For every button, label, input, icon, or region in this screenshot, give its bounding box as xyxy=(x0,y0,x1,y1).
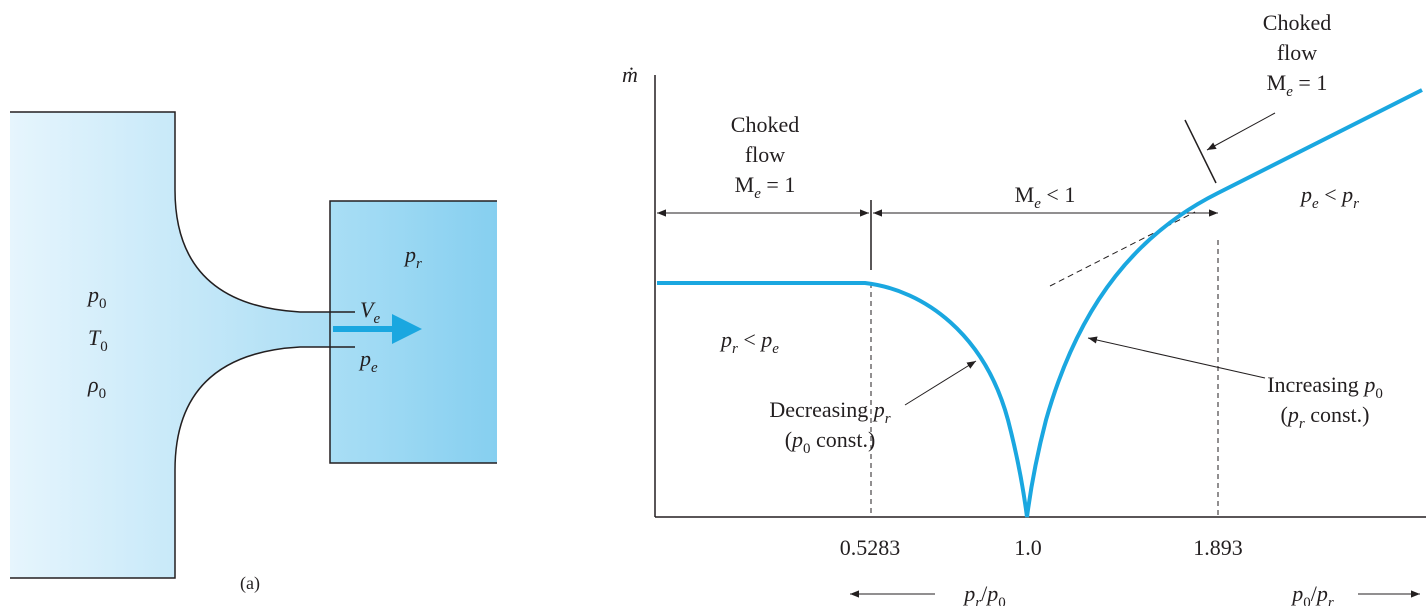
label-part: M xyxy=(735,172,755,197)
label-part: p xyxy=(759,327,772,352)
label-part: flow xyxy=(1277,40,1317,65)
label-part: p xyxy=(1299,182,1312,207)
label-part: < xyxy=(738,327,761,352)
label-part: = 1 xyxy=(1293,70,1327,95)
label-part: Choked xyxy=(731,112,799,137)
x-tick-label: 0.5283 xyxy=(840,535,901,560)
label-part: p xyxy=(719,327,732,352)
label-part: ρ xyxy=(87,372,99,397)
annotation: Me = 1 xyxy=(735,172,796,202)
choke-marker xyxy=(1185,120,1216,183)
reservoir-shape xyxy=(10,112,355,578)
label-part: 0 xyxy=(998,595,1006,606)
label-part: ( xyxy=(785,427,792,452)
label-part: Increasing xyxy=(1267,372,1364,397)
label-part: p xyxy=(985,581,998,606)
annotation: flow xyxy=(1277,40,1317,65)
label-part: e xyxy=(371,360,378,376)
label-part: p xyxy=(86,282,99,307)
label-part: p xyxy=(962,581,975,606)
label-part: p xyxy=(403,242,416,267)
label-part: Choked xyxy=(1263,10,1331,35)
label-part: 0 xyxy=(100,339,108,355)
label-part: const.) xyxy=(1305,402,1370,427)
pointer-arrow xyxy=(1088,338,1265,378)
label-part: < xyxy=(1319,182,1342,207)
label-part: 0 xyxy=(99,386,107,402)
annotation: Me < 1 xyxy=(1015,182,1076,212)
label-part: M xyxy=(1267,70,1287,95)
annotation: Decreasing pr xyxy=(769,397,890,427)
label-part: p xyxy=(358,346,371,371)
label-part: p xyxy=(1362,372,1375,397)
label-part: e xyxy=(772,341,779,357)
tangent-line xyxy=(1050,212,1195,286)
label-part: flow xyxy=(745,142,785,167)
annotation: (pr const.) xyxy=(1281,402,1370,432)
pointer-arrow xyxy=(905,361,976,405)
label-part: ( xyxy=(1281,402,1288,427)
label-part: e xyxy=(373,311,380,327)
figure: (a) ṁ p0T0ρ0prVepe0.52831.01.893Chokedfl… xyxy=(0,0,1426,606)
x-tick-label: 1.0 xyxy=(1014,535,1042,560)
label-part: p xyxy=(872,397,885,422)
x-tick-label: 1.893 xyxy=(1193,535,1243,560)
label-part: r xyxy=(1328,595,1334,606)
label-part: M xyxy=(1015,182,1035,207)
label-part: p xyxy=(1290,581,1303,606)
annotation: p0/pr xyxy=(1290,581,1334,606)
annotation: pe < pr xyxy=(1299,182,1359,212)
label-part: Decreasing xyxy=(769,397,873,422)
label-part: < 1 xyxy=(1041,182,1075,207)
pointer-arrow xyxy=(1207,113,1275,150)
label-part: r xyxy=(416,256,422,272)
label-part: p xyxy=(1315,581,1328,606)
label-part: 0 xyxy=(1303,595,1311,606)
label-part: 0 xyxy=(99,296,107,312)
annotation: (p0 const.) xyxy=(785,427,876,457)
label-part: 0 xyxy=(1375,386,1383,402)
label-part: p xyxy=(1340,182,1353,207)
label-part: r xyxy=(885,411,891,427)
label-part: r xyxy=(1353,196,1359,212)
annotation: pr/p0 xyxy=(962,581,1005,606)
y-axis-label: ṁ xyxy=(622,62,638,87)
caption: (a) xyxy=(240,573,260,594)
annotation: pr < pe xyxy=(719,327,779,357)
label-part: 0 xyxy=(803,441,811,457)
annotation: Increasing p0 xyxy=(1267,372,1383,402)
label-part: = 1 xyxy=(761,172,795,197)
annotation: Choked xyxy=(731,112,799,137)
annotation: Choked xyxy=(1263,10,1331,35)
label-part: p xyxy=(790,427,803,452)
annotation: flow xyxy=(745,142,785,167)
label-part: p xyxy=(1286,402,1299,427)
page: { "left_panel": { "reservoir": [ {"var":… xyxy=(0,0,1426,606)
label-part: const.) xyxy=(811,427,876,452)
annotation: Me = 1 xyxy=(1267,70,1328,100)
